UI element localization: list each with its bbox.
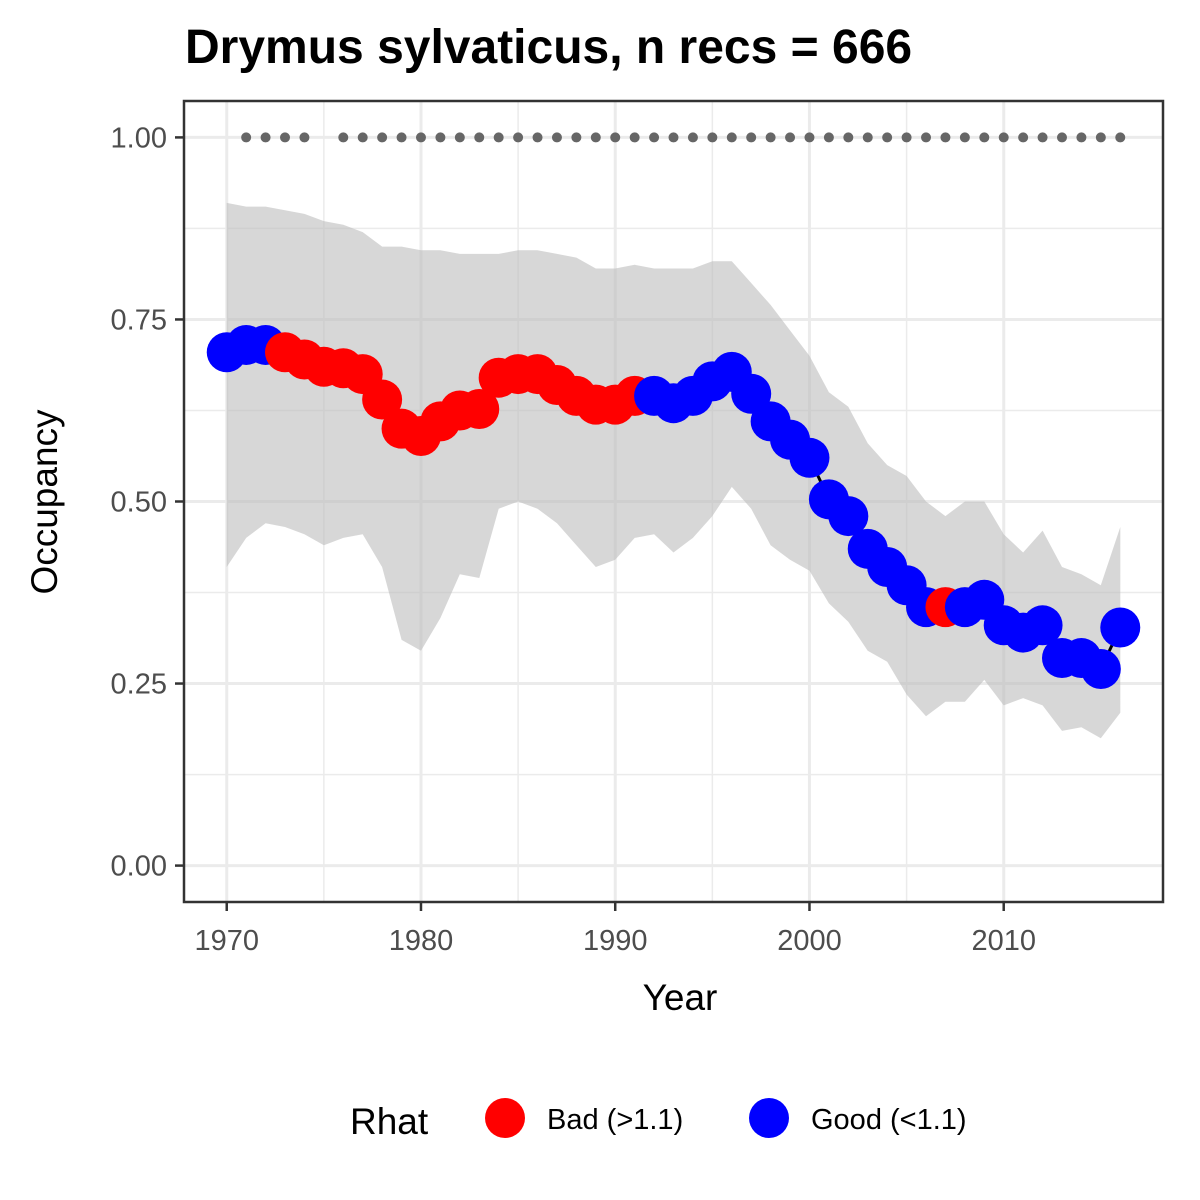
record-year-dot — [493, 132, 504, 143]
record-year-dot — [610, 132, 621, 143]
record-year-dot — [1056, 132, 1067, 143]
x-tick-label: 1990 — [583, 925, 648, 957]
legend: Rhat Bad (>1.1) Good (<1.1) — [350, 1098, 967, 1142]
record-year-dot — [1115, 132, 1126, 143]
record-year-dot — [823, 132, 834, 143]
y-tick-label: 0.25 — [111, 669, 167, 701]
x-tick-label: 2010 — [971, 925, 1036, 957]
record-year-dot — [649, 132, 660, 143]
y-axis: 0.00 0.25 0.50 0.75 1.00 — [111, 122, 184, 883]
record-year-dot — [357, 132, 368, 143]
record-year-dot — [882, 132, 893, 143]
occupancy-point-good — [1080, 648, 1121, 689]
record-year-dot — [571, 132, 582, 143]
record-year-dot — [338, 132, 349, 143]
record-year-dot — [804, 132, 815, 143]
record-year-dot — [241, 132, 252, 143]
record-year-dot — [415, 132, 426, 143]
record-year-dot — [687, 132, 698, 143]
occupancy-point-good — [789, 437, 830, 478]
record-year-dot — [785, 132, 796, 143]
record-year-dot — [707, 132, 718, 143]
record-year-dot — [726, 132, 737, 143]
plot-panel — [182, 99, 1165, 904]
y-tick-label: 0.50 — [111, 487, 167, 519]
record-year-dot — [377, 132, 388, 143]
record-year-dot — [959, 132, 970, 143]
record-year-dot — [1037, 132, 1048, 143]
occupancy-point-good — [731, 373, 772, 414]
occupancy-point-good — [1022, 605, 1063, 646]
record-year-dot — [1018, 132, 1029, 143]
legend-key-bad — [485, 1098, 525, 1138]
record-year-dot — [1095, 132, 1106, 143]
record-year-dot — [513, 132, 524, 143]
occupancy-point-bad — [459, 389, 500, 430]
legend-label-good: Good (<1.1) — [811, 1104, 967, 1136]
confidence-ribbon — [226, 202, 1121, 739]
occupancy-point-good — [1100, 607, 1141, 648]
record-year-dot — [765, 132, 776, 143]
record-year-dot — [746, 132, 757, 143]
record-year-dot — [901, 132, 912, 143]
record-year-dot — [940, 132, 951, 143]
record-year-dot — [280, 132, 291, 143]
y-tick-label: 0.00 — [111, 851, 167, 883]
record-year-dot — [454, 132, 465, 143]
record-year-dot — [435, 132, 446, 143]
record-year-dot — [1076, 132, 1087, 143]
legend-title: Rhat — [350, 1101, 429, 1142]
chart-title: Drymus sylvaticus, n recs = 666 — [185, 21, 912, 74]
y-axis-title: Occupancy — [24, 409, 65, 595]
y-tick-label: 1.00 — [111, 122, 167, 154]
record-year-dot — [843, 132, 854, 143]
record-year-dot — [260, 132, 271, 143]
x-tick-label: 1980 — [389, 925, 454, 957]
legend-key-good — [749, 1098, 789, 1138]
record-year-dot — [474, 132, 485, 143]
record-year-dot — [551, 132, 562, 143]
legend-label-bad: Bad (>1.1) — [547, 1104, 683, 1136]
record-year-dot — [979, 132, 990, 143]
record-year-dot — [629, 132, 640, 143]
x-tick-label: 1970 — [194, 925, 259, 957]
occupancy-point-good — [828, 496, 869, 537]
record-year-dot — [921, 132, 932, 143]
occupancy-point-bad — [362, 379, 403, 420]
x-axis-title: Year — [643, 977, 718, 1018]
record-year-dot — [668, 132, 679, 143]
record-year-dot — [532, 132, 543, 143]
record-year-dot — [998, 132, 1009, 143]
y-tick-label: 0.75 — [111, 304, 167, 336]
record-year-dot — [862, 132, 873, 143]
x-axis: 1970 1980 1990 2000 2010 — [194, 902, 1036, 957]
record-year-dot — [299, 132, 310, 143]
record-year-dot — [590, 132, 601, 143]
x-tick-label: 2000 — [777, 925, 842, 957]
record-year-dot — [396, 132, 407, 143]
